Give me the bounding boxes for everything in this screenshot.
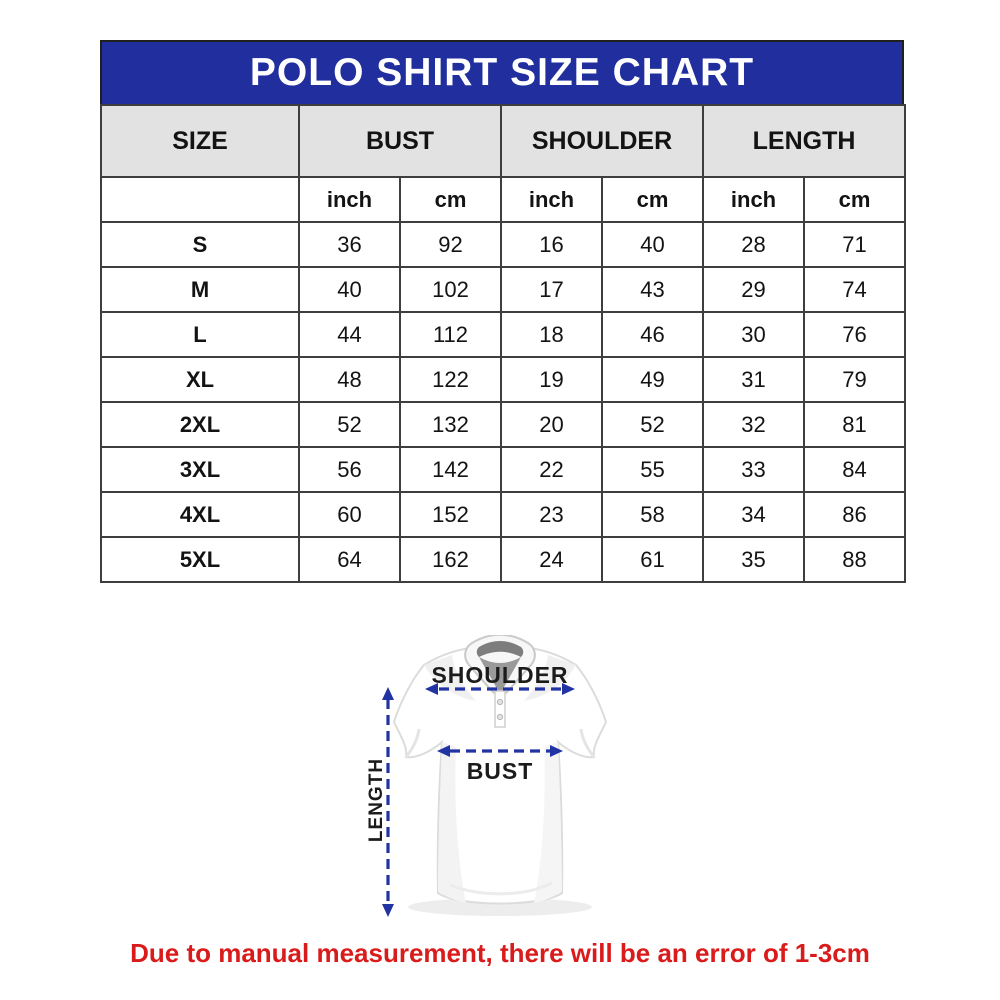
cell-value: 43 xyxy=(600,266,705,313)
length-label: LENGTH xyxy=(366,757,387,843)
cell-value: 76 xyxy=(803,311,907,358)
cell-value: 22 xyxy=(500,446,603,493)
cell-value: 55 xyxy=(600,446,705,493)
shoulder-label: SHOULDER xyxy=(431,662,569,688)
size-label: 5XL xyxy=(100,536,300,583)
cell-value: 142 xyxy=(399,446,502,493)
cell-value: 132 xyxy=(399,401,502,448)
size-label: 2XL xyxy=(100,401,300,448)
cell-value: 60 xyxy=(298,491,401,538)
unit-bust-inch: inch xyxy=(298,176,401,223)
cell-value: 122 xyxy=(399,356,502,403)
cell-value: 52 xyxy=(600,401,705,448)
unit-empty-cell xyxy=(100,176,300,223)
cell-value: 56 xyxy=(298,446,401,493)
chart-title: POLO SHIRT SIZE CHART xyxy=(249,51,755,94)
cell-value: 18 xyxy=(500,311,603,358)
cell-value: 46 xyxy=(600,311,705,358)
polo-shirt-illustration xyxy=(382,635,608,917)
cell-value: 31 xyxy=(702,356,806,403)
bust-label: BUST xyxy=(466,758,534,784)
cell-value: 81 xyxy=(803,401,907,448)
size-label: S xyxy=(100,221,300,268)
unit-length-cm: cm xyxy=(803,176,907,223)
table-unit-header-row: inch cm inch cm inch cm xyxy=(100,176,907,223)
size-label: M xyxy=(100,266,300,313)
cell-value: 40 xyxy=(298,266,401,313)
cell-value: 79 xyxy=(803,356,907,403)
table-row: 5XL 64 162 24 61 35 88 xyxy=(100,536,907,583)
cell-value: 48 xyxy=(298,356,401,403)
size-label: 3XL xyxy=(100,446,300,493)
unit-shoulder-inch: inch xyxy=(500,176,603,223)
col-header-bust: BUST xyxy=(298,104,502,178)
cell-value: 64 xyxy=(298,536,401,583)
cell-value: 40 xyxy=(600,221,705,268)
cell-value: 28 xyxy=(702,221,806,268)
size-label: XL xyxy=(100,356,300,403)
col-header-shoulder: SHOULDER xyxy=(499,104,705,178)
cell-value: 58 xyxy=(600,491,705,538)
chart-title-bar: POLO SHIRT SIZE CHART xyxy=(100,40,904,104)
cell-value: 20 xyxy=(500,401,603,448)
size-table: SIZE BUST SHOULDER LENGTH inch cm inch c… xyxy=(100,104,907,583)
cell-value: 17 xyxy=(500,266,603,313)
measurement-note: Due to manual measurement, there will be… xyxy=(130,938,870,968)
unit-bust-cm: cm xyxy=(399,176,502,223)
cell-value: 24 xyxy=(500,536,603,583)
table-group-header-row: SIZE BUST SHOULDER LENGTH xyxy=(100,104,907,178)
col-header-size: SIZE xyxy=(100,104,300,178)
arrowheads xyxy=(382,683,575,917)
cell-value: 36 xyxy=(298,221,401,268)
unit-shoulder-cm: cm xyxy=(600,176,705,223)
cell-value: 44 xyxy=(298,311,401,358)
cell-value: 34 xyxy=(702,491,806,538)
cell-value: 29 xyxy=(702,266,806,313)
cell-value: 23 xyxy=(500,491,603,538)
table-row: M 40 102 17 43 29 74 xyxy=(100,266,907,313)
cell-value: 61 xyxy=(600,536,705,583)
cell-value: 74 xyxy=(803,266,907,313)
cell-value: 86 xyxy=(803,491,907,538)
table-row: S 36 92 16 40 28 71 xyxy=(100,221,907,268)
cell-value: 52 xyxy=(298,401,401,448)
cell-value: 16 xyxy=(500,221,603,268)
table-row: 2XL 52 132 20 52 32 81 xyxy=(100,401,907,448)
table-row: L 44 112 18 46 30 76 xyxy=(100,311,907,358)
cell-value: 92 xyxy=(399,221,502,268)
unit-length-inch: inch xyxy=(702,176,806,223)
cell-value: 33 xyxy=(702,446,806,493)
col-header-length: LENGTH xyxy=(702,104,907,178)
measurement-arrows xyxy=(386,687,561,905)
measurement-diagram: SHOULDER BUST LENGTH xyxy=(350,635,650,935)
cell-value: 30 xyxy=(702,311,806,358)
cell-value: 162 xyxy=(399,536,502,583)
cell-value: 112 xyxy=(399,311,502,358)
table-row: XL 48 122 19 49 31 79 xyxy=(100,356,907,403)
cell-value: 35 xyxy=(702,536,806,583)
cell-value: 32 xyxy=(702,401,806,448)
cell-value: 102 xyxy=(399,266,502,313)
cell-value: 152 xyxy=(399,491,502,538)
size-chart-block: POLO SHIRT SIZE CHART SIZE BUST SHOULDER… xyxy=(100,40,907,583)
table-row: 3XL 56 142 22 55 33 84 xyxy=(100,446,907,493)
cell-value: 71 xyxy=(803,221,907,268)
size-label: 4XL xyxy=(100,491,300,538)
table-row: 4XL 60 152 23 58 34 86 xyxy=(100,491,907,538)
cell-value: 49 xyxy=(600,356,705,403)
cell-value: 88 xyxy=(803,536,907,583)
cell-value: 19 xyxy=(500,356,603,403)
cell-value: 84 xyxy=(803,446,907,493)
size-label: L xyxy=(100,311,300,358)
